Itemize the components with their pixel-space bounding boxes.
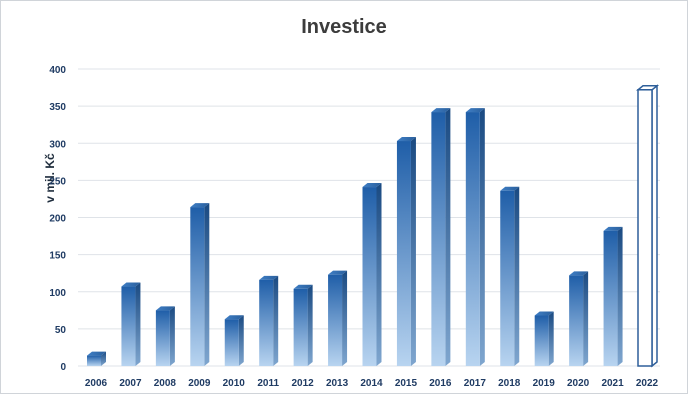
bar-front — [293, 288, 308, 366]
bar-side — [307, 284, 313, 366]
y-tick-label: 150 — [49, 251, 66, 262]
bar-top — [396, 137, 416, 142]
bar-2011 — [259, 275, 279, 366]
bar-top — [259, 275, 279, 280]
y-tick-label: 50 — [55, 325, 67, 336]
bar-top — [603, 226, 623, 231]
bar-front — [190, 207, 205, 366]
bar-front — [465, 112, 480, 366]
x-tick-label: 2011 — [257, 378, 279, 389]
bar-2012 — [293, 284, 313, 366]
bar-front — [431, 112, 446, 366]
bar-top — [465, 108, 485, 113]
bar-2022 — [635, 84, 660, 368]
y-tick-label: 0 — [60, 362, 66, 373]
y-tick-label: 200 — [49, 214, 66, 225]
x-tick-label: 2015 — [395, 378, 418, 389]
bar-2021 — [603, 226, 623, 366]
bar-side — [342, 270, 348, 366]
bar-top — [500, 186, 520, 191]
bar-front — [155, 310, 170, 366]
bar-top — [190, 203, 210, 208]
y-tick-label: 100 — [49, 288, 66, 299]
bar-side — [204, 203, 210, 366]
y-tick-label: 400 — [49, 65, 66, 76]
x-tick-label: 2022 — [636, 378, 659, 389]
x-tick-label: 2017 — [464, 378, 487, 389]
y-tick-label: 300 — [49, 139, 66, 150]
bar-front — [603, 230, 618, 366]
x-tick-label: 2021 — [601, 378, 624, 389]
bar-2017 — [465, 108, 485, 366]
bar-top — [569, 271, 589, 276]
bar-top — [155, 306, 175, 311]
bar-top — [121, 282, 141, 287]
bar-side — [617, 226, 623, 366]
bar-2014 — [362, 183, 382, 366]
x-tick-label: 2009 — [188, 378, 211, 389]
bar-front — [637, 89, 653, 367]
bar-top — [328, 270, 348, 275]
bar-top — [431, 108, 451, 113]
bar-side — [135, 282, 141, 366]
bar-2010 — [224, 315, 244, 366]
bar-2006 — [87, 351, 106, 366]
x-tick-label: 2010 — [223, 378, 246, 389]
bar-side — [548, 311, 554, 366]
bar-2020 — [569, 271, 589, 366]
bar-front — [396, 141, 411, 366]
x-tick-label: 2007 — [119, 378, 142, 389]
bar-2016 — [431, 108, 451, 366]
x-tick-label: 2008 — [154, 378, 177, 389]
bar-front — [87, 355, 101, 366]
x-tick-label: 2016 — [429, 378, 452, 389]
bar-top — [87, 351, 106, 356]
bar-2009 — [190, 203, 210, 366]
bar-side — [169, 306, 175, 366]
bar-front — [259, 279, 274, 366]
x-tick-label: 2013 — [326, 378, 349, 389]
x-tick-label: 2014 — [360, 378, 383, 389]
bar-top — [362, 183, 382, 188]
bar-side — [273, 275, 279, 366]
bar-front — [328, 274, 343, 366]
x-tick-label: 2012 — [292, 378, 315, 389]
x-tick-label: 2006 — [85, 378, 108, 389]
bar-side — [445, 108, 451, 366]
x-tick-label: 2018 — [498, 378, 521, 389]
bar-2015 — [396, 137, 416, 366]
bar-front — [121, 286, 136, 366]
bar-side — [479, 108, 485, 366]
bar-2018 — [500, 186, 520, 366]
bar-side — [410, 137, 416, 366]
bar-2007 — [121, 282, 141, 366]
bar-front — [362, 187, 377, 366]
bar-2008 — [155, 306, 175, 366]
x-tick-label: 2019 — [533, 378, 556, 389]
x-tick-label: 2020 — [567, 378, 590, 389]
bar-2019 — [534, 311, 554, 366]
bar-side — [238, 315, 244, 366]
bar-side — [376, 183, 382, 366]
chart-title: Investice — [301, 16, 387, 38]
bar-front — [224, 319, 239, 366]
bar-top — [293, 284, 313, 289]
bar-top — [224, 315, 244, 320]
bar-front — [500, 190, 515, 366]
bar-2013 — [328, 270, 348, 366]
bar-side — [101, 351, 106, 366]
bar-front — [569, 275, 584, 366]
bar-side — [583, 271, 589, 366]
bar-front — [534, 315, 549, 366]
bar-side — [514, 186, 520, 366]
bar-top — [534, 311, 554, 316]
y-tick-label: 350 — [49, 102, 66, 113]
y-tick-label: 250 — [49, 176, 66, 187]
